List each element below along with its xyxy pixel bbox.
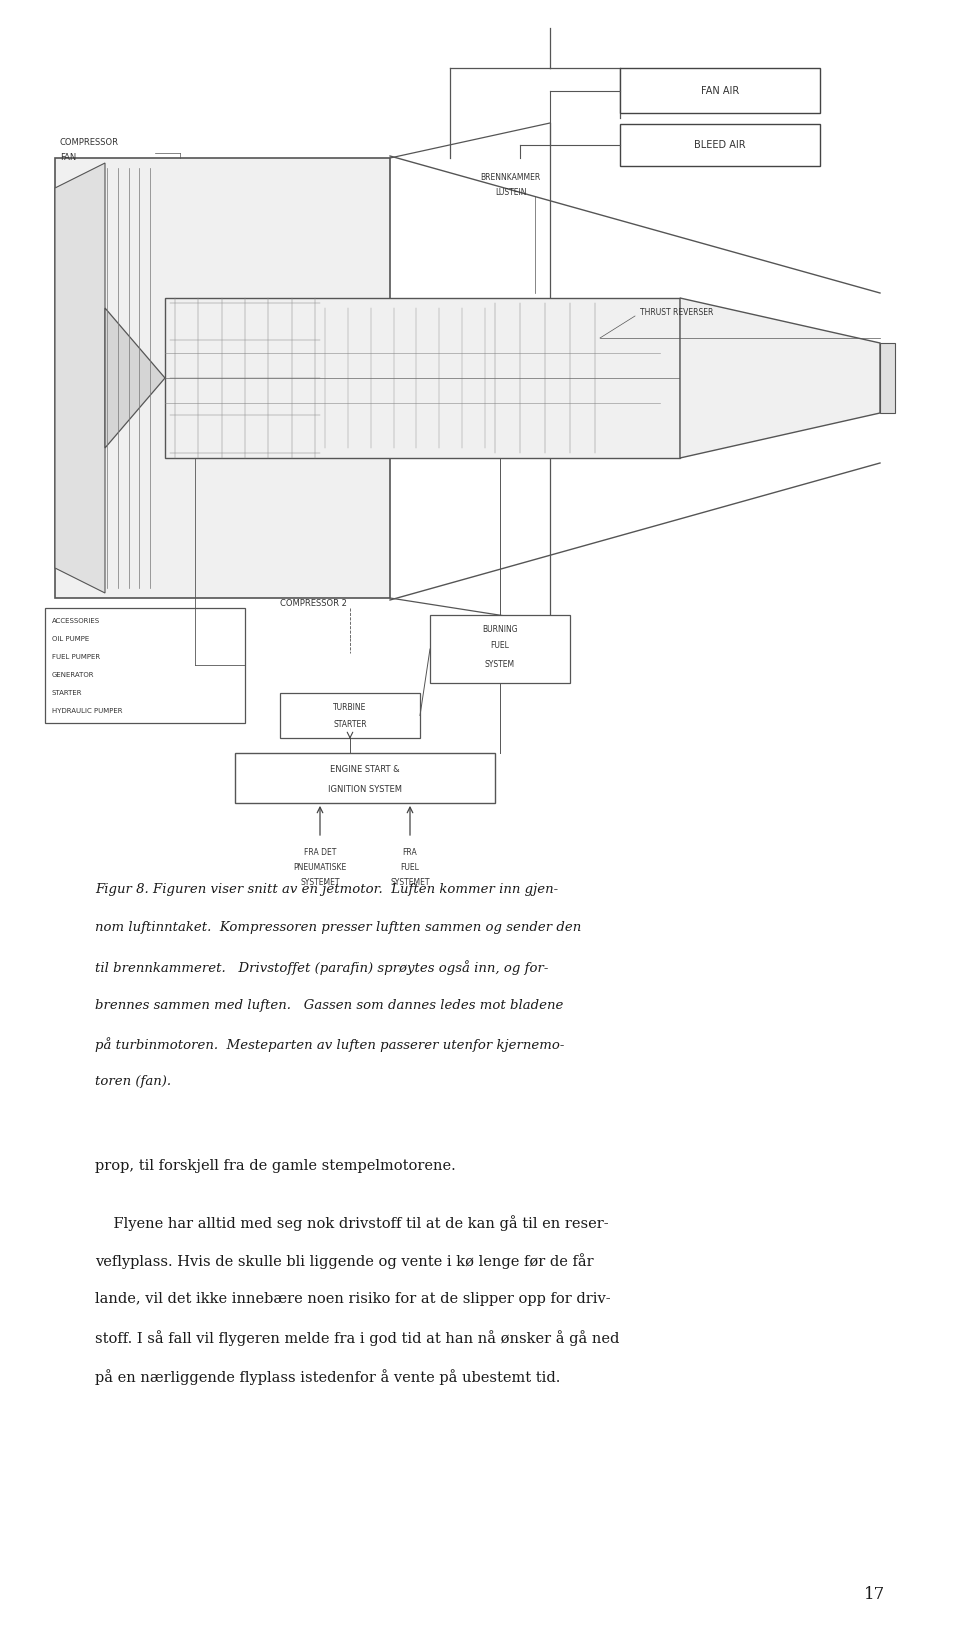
Text: nom luftinntaket.  Kompressoren presser luftten sammen og sender den: nom luftinntaket. Kompressoren presser l…	[95, 922, 581, 935]
Text: STARTER: STARTER	[52, 690, 83, 696]
Text: SYSTEMET: SYSTEMET	[391, 878, 430, 888]
Text: brennes sammen med luften.   Gassen som dannes ledes mot bladene: brennes sammen med luften. Gassen som da…	[95, 999, 564, 1012]
Text: FUEL PUMPER: FUEL PUMPER	[52, 654, 100, 660]
Text: HYDRAULIC PUMPER: HYDRAULIC PUMPER	[52, 708, 123, 714]
Text: LUSTEIN: LUSTEIN	[495, 188, 526, 198]
Text: på turbinmotoren.  Mesteparten av luften passerer utenfor kjernemo-: på turbinmotoren. Mesteparten av luften …	[95, 1037, 564, 1052]
Text: TURBINE: TURBINE	[333, 703, 367, 713]
Text: ACCESSORIES: ACCESSORIES	[52, 618, 100, 624]
Text: COMPRESSOR: COMPRESSOR	[60, 139, 119, 147]
Text: Figur 8. Figuren viser snitt av en jetmotor.  Luften kommer inn gjen-: Figur 8. Figuren viser snitt av en jetmo…	[95, 883, 558, 896]
Text: veflyplass. Hvis de skulle bli liggende og vente i kø lenge før de får: veflyplass. Hvis de skulle bli liggende …	[95, 1253, 593, 1269]
Text: lande, vil det ikke innebære noen risiko for at de slipper opp for driv-: lande, vil det ikke innebære noen risiko…	[95, 1292, 611, 1305]
Bar	[55, 157, 390, 598]
Bar	[45, 608, 245, 722]
Text: SYSTEM: SYSTEM	[485, 660, 516, 670]
Text: stoff. I så fall vil flygeren melde fra i god tid at han nå ønsker å gå ned: stoff. I så fall vil flygeren melde fra …	[95, 1330, 619, 1346]
Polygon shape	[55, 164, 105, 593]
Bar	[880, 342, 895, 413]
Text: PNEUMATISKE: PNEUMATISKE	[294, 863, 347, 873]
Text: IGNITION SYSTEM: IGNITION SYSTEM	[328, 786, 402, 794]
Text: FRA: FRA	[402, 848, 418, 858]
Text: BLEED AIR: BLEED AIR	[694, 139, 746, 151]
Polygon shape	[105, 308, 165, 449]
Text: BURNING: BURNING	[482, 626, 517, 634]
Polygon shape	[680, 298, 880, 459]
Bar	[165, 298, 680, 459]
Text: 17: 17	[864, 1586, 885, 1604]
Text: OIL PUMPE: OIL PUMPE	[52, 636, 89, 642]
Text: FUEL: FUEL	[400, 863, 420, 873]
Text: GENERATOR: GENERATOR	[52, 672, 94, 678]
Bar	[430, 614, 570, 683]
Text: prop, til forskjell fra de gamle stempelmotorene.: prop, til forskjell fra de gamle stempel…	[95, 1160, 456, 1173]
Bar	[280, 693, 420, 739]
Text: Flyene har alltid med seg nok drivstoff til at de kan gå til en reser-: Flyene har alltid med seg nok drivstoff …	[95, 1215, 609, 1230]
Text: BRENNKAMMER: BRENNKAMMER	[480, 174, 540, 182]
Text: FAN: FAN	[60, 154, 76, 162]
Bar	[235, 753, 495, 803]
Text: FUEL: FUEL	[491, 642, 510, 650]
Text: FAN AIR: FAN AIR	[701, 87, 739, 97]
Text: til brennkammeret.   Drivstoffet (parafin) sprøytes også inn, og for-: til brennkammeret. Drivstoffet (parafin)…	[95, 960, 548, 975]
Text: COMPRESSOR 2: COMPRESSOR 2	[280, 598, 347, 608]
Text: STARTER: STARTER	[333, 721, 367, 729]
Text: ENGINE START &: ENGINE START &	[330, 765, 399, 775]
Text: THRUST REVERSER: THRUST REVERSER	[640, 308, 713, 318]
Bar	[620, 69, 820, 113]
Text: på en nærliggende flyplass istedenfor å vente på ubestemt tid.: på en nærliggende flyplass istedenfor å …	[95, 1369, 561, 1384]
Bar	[620, 124, 820, 165]
Text: toren (fan).: toren (fan).	[95, 1076, 171, 1089]
Text: SYSTEMET: SYSTEMET	[300, 878, 340, 888]
Text: FRA DET: FRA DET	[303, 848, 336, 858]
